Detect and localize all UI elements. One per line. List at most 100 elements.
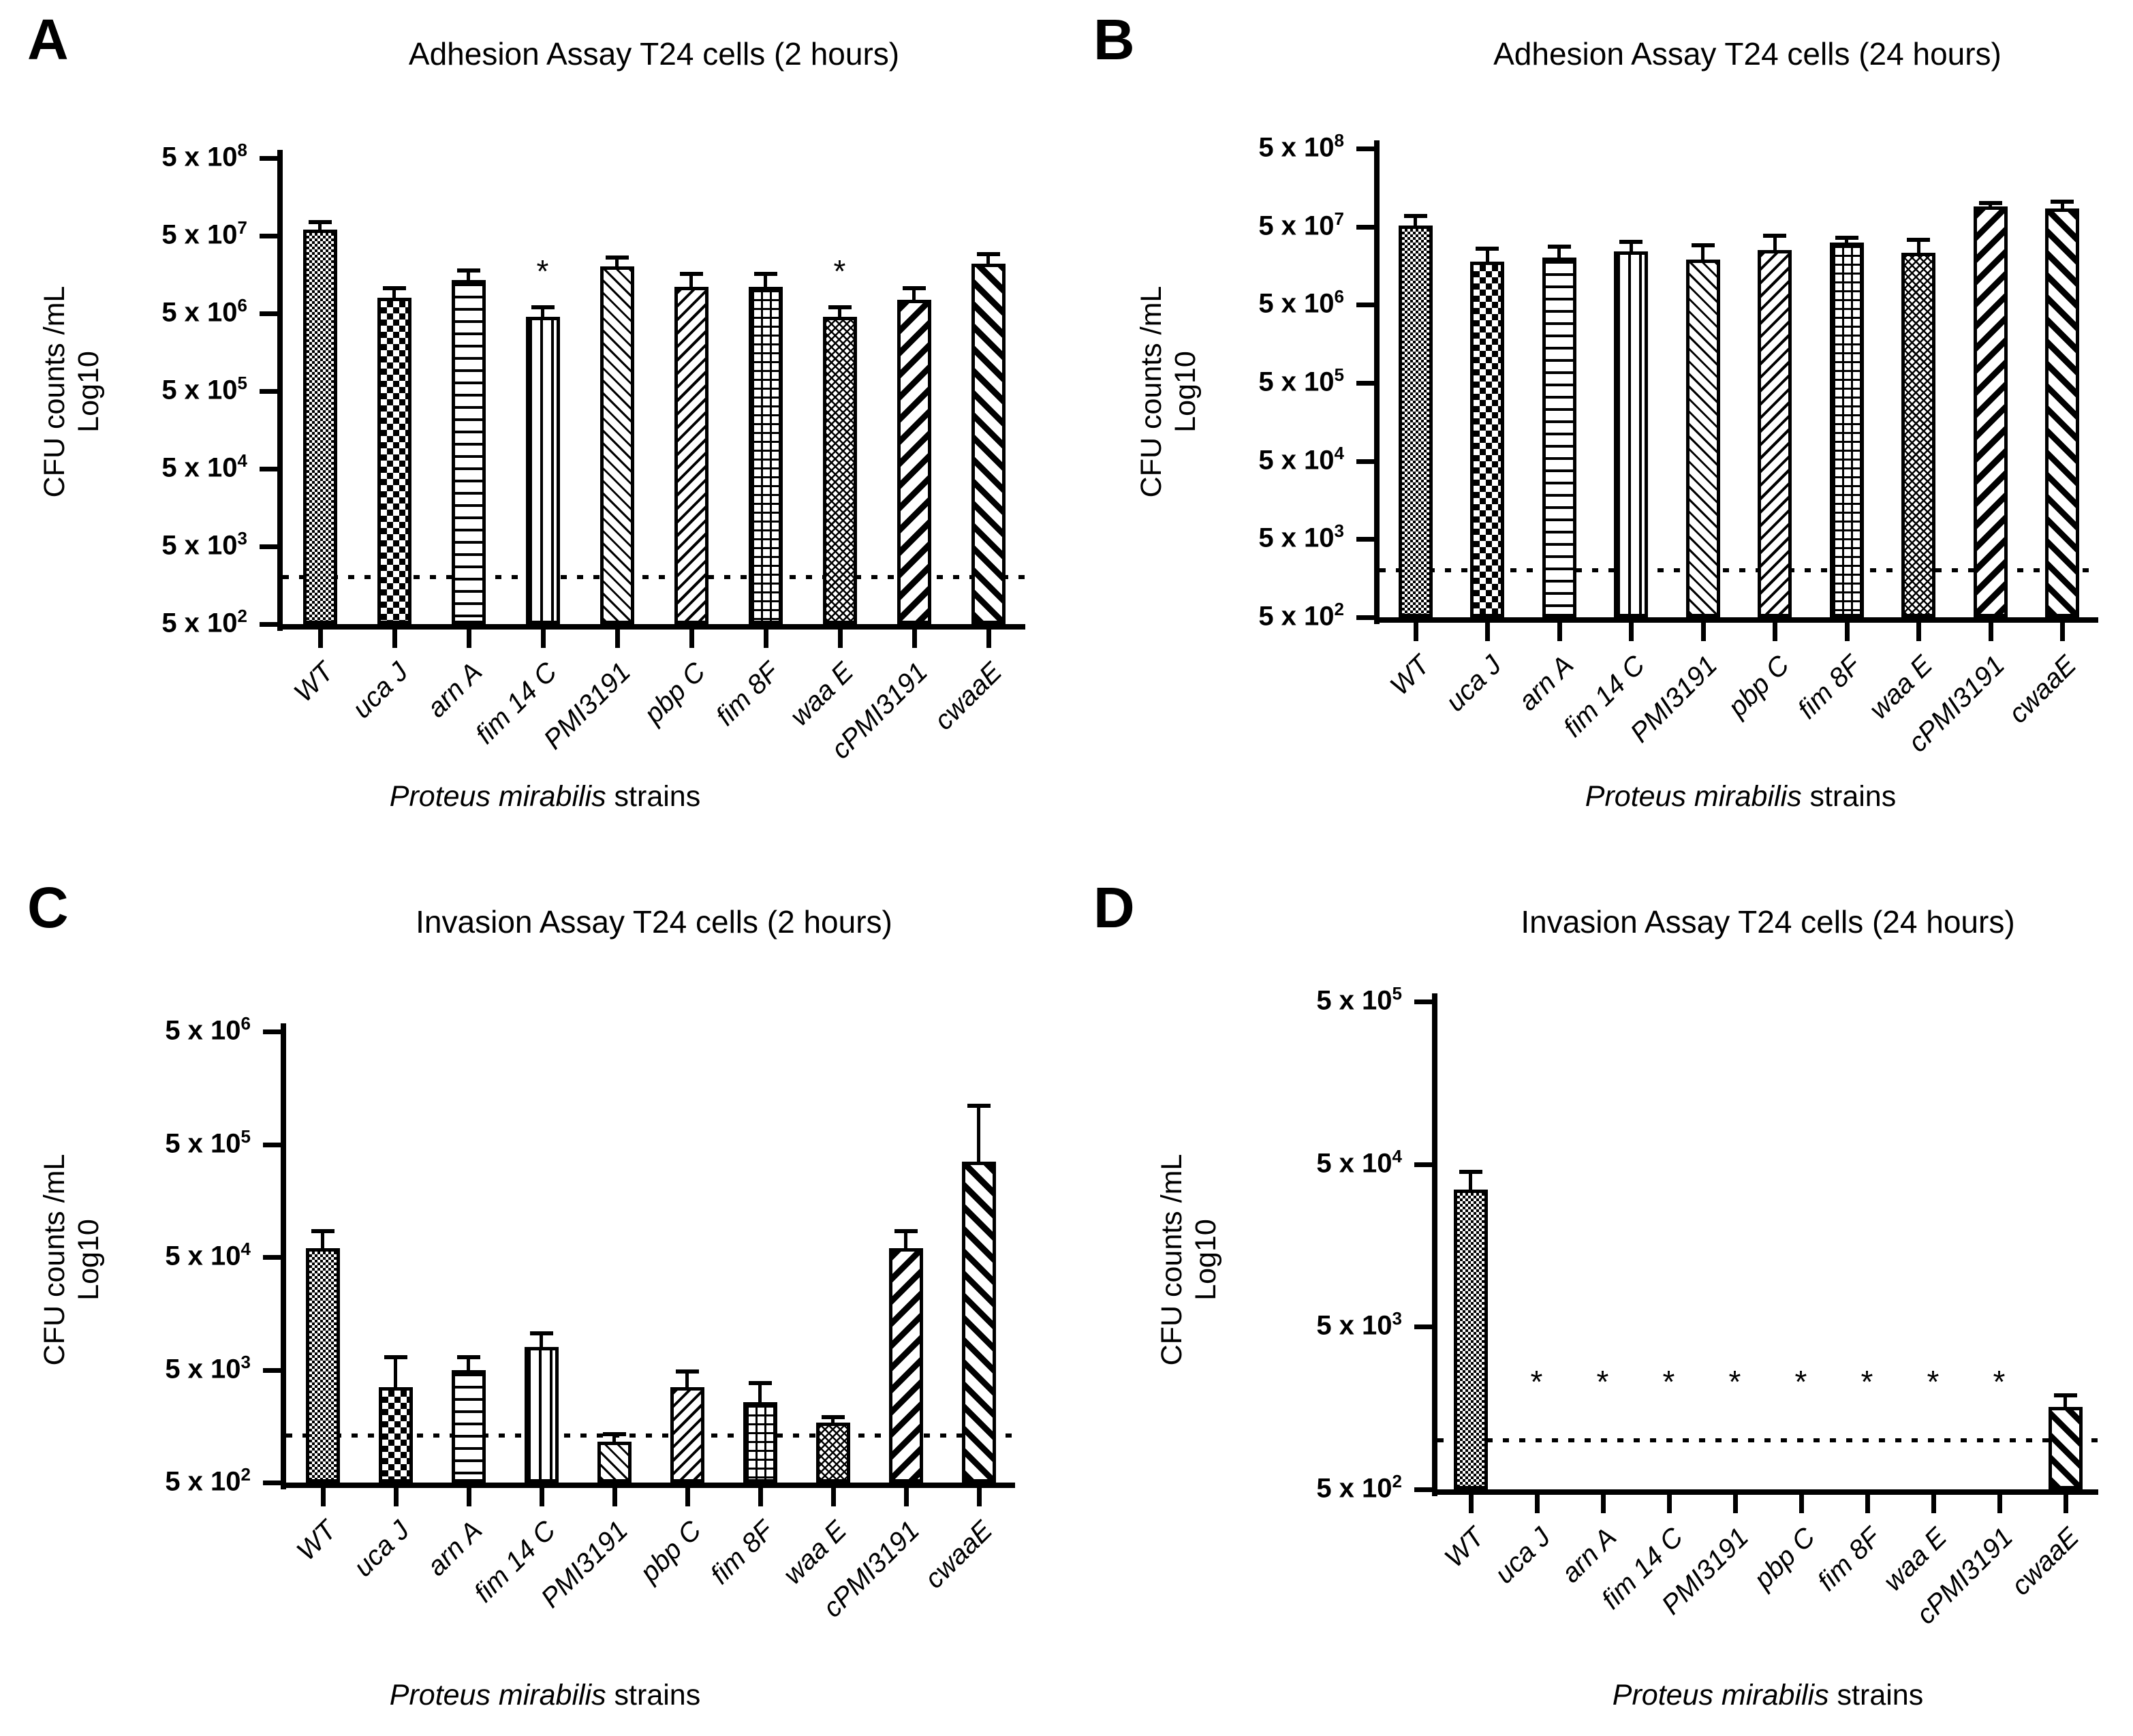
bar-fim-8F bbox=[748, 286, 783, 624]
significance-asterisk-cPMI3191: * bbox=[1993, 1364, 2006, 1399]
x-tick-mark bbox=[1732, 1495, 1738, 1513]
error-bar-stem-fim-14-C bbox=[1629, 241, 1633, 255]
y-tick-mark bbox=[1414, 1487, 1432, 1492]
bar-WT bbox=[305, 1247, 340, 1483]
bar-PMI3191 bbox=[600, 266, 634, 624]
error-bar-cap-uca-J bbox=[384, 1354, 407, 1359]
bar-WT bbox=[1398, 225, 1433, 617]
x-label-fim-8F: fim 8F bbox=[1811, 1522, 1887, 1597]
error-bar-cap-WT bbox=[311, 1228, 334, 1233]
error-bar-cap-fim-14-C bbox=[531, 305, 555, 309]
x-label-arn-A: arn A bbox=[421, 657, 488, 724]
x-tick-mark bbox=[1666, 1495, 1672, 1513]
y-tick-mark bbox=[260, 389, 277, 394]
bar-fim-14-C bbox=[525, 317, 560, 624]
error-bar-stem-uca-J bbox=[392, 288, 396, 300]
panel-D: D Invasion Assay T24 cells (24 hours) CF… bbox=[1066, 868, 2132, 1736]
plot-area-B: 5 x 108 5 x 107 5 x 106 5 x 105 5 x 104 5 x 1… bbox=[1066, 0, 2132, 868]
x-label-WT: WT bbox=[1439, 1522, 1491, 1574]
y-tick-label: 5 x 105 bbox=[165, 1126, 251, 1158]
y-tick-label: 5 x 105 bbox=[161, 373, 247, 405]
y-tick-label: 5 x 107 bbox=[161, 217, 247, 250]
error-bar-cap-pbp-C bbox=[1763, 234, 1787, 238]
y-tick-label: 5 x 105 bbox=[1258, 365, 1344, 397]
x-tick-mark bbox=[1916, 623, 1922, 641]
significance-asterisk-PMI3191: * bbox=[1728, 1364, 1741, 1399]
error-bar-cap-arn-A bbox=[456, 268, 480, 273]
x-label-WT: WT bbox=[291, 1515, 343, 1567]
error-bar-cap-cPMI3191 bbox=[902, 286, 926, 291]
error-bar-stem-waa-E bbox=[831, 1417, 835, 1426]
x-axis-label-rest: strains bbox=[1801, 780, 1897, 813]
chart-title-C: Invasion Assay T24 cells (2 hours) bbox=[416, 904, 892, 940]
error-bar-stem-PMI3191 bbox=[1701, 245, 1705, 262]
x-tick-mark bbox=[1799, 1495, 1804, 1513]
error-bar-cap-uca-J bbox=[382, 286, 406, 291]
plot-area-A: 5 x 108 5 x 107 5 x 106 5 x 105 5 x 104 5 x 1… bbox=[0, 0, 1066, 868]
x-tick-mark bbox=[1413, 623, 1418, 641]
y-tick-label: 5 x 108 bbox=[1258, 130, 1344, 163]
x-label-uca-J: uca J bbox=[347, 1515, 416, 1583]
bar-WT bbox=[302, 229, 337, 624]
error-bar-stem-fim-14-C bbox=[541, 307, 544, 320]
y-tick-label: 5 x 108 bbox=[161, 140, 247, 172]
bar-waa-E bbox=[822, 317, 857, 624]
y-tick-label: 5 x 103 bbox=[1316, 1308, 1402, 1341]
x-tick-mark bbox=[1485, 623, 1491, 641]
x-label-fim-8F: fim 8F bbox=[704, 1515, 780, 1590]
error-bar-cap-arn-A bbox=[456, 1354, 480, 1359]
error-bar-stem-cPMI3191 bbox=[904, 1230, 907, 1251]
bar-fim-14-C bbox=[524, 1346, 559, 1483]
x-tick-mark bbox=[830, 1488, 836, 1506]
y-tick-label: 5 x 103 bbox=[161, 528, 247, 561]
error-bar-cap-fim-14-C bbox=[1619, 239, 1643, 244]
error-bar-cap-WT bbox=[1459, 1169, 1482, 1174]
y-tick-mark bbox=[263, 1255, 281, 1260]
bar-fim-14-C bbox=[1614, 251, 1649, 617]
y-tick-mark bbox=[1414, 1324, 1432, 1330]
y-tick-label: 5 x 104 bbox=[161, 450, 247, 483]
y-tick-mark bbox=[1356, 459, 1374, 464]
y-tick-mark bbox=[260, 544, 277, 549]
y-tick-mark bbox=[263, 1481, 281, 1485]
significance-asterisk-waa-E: * bbox=[833, 253, 846, 289]
error-bar-stem-cPMI3191 bbox=[1989, 203, 1993, 210]
x-tick-mark bbox=[903, 1488, 909, 1506]
y-tick-mark bbox=[260, 622, 277, 627]
x-tick-mark bbox=[1629, 623, 1634, 641]
error-bar-cap-waa-E bbox=[821, 1415, 845, 1420]
x-label-WT: WT bbox=[288, 657, 340, 709]
error-bar-cap-fim-8F bbox=[753, 272, 777, 277]
error-bar-stem-WT bbox=[1414, 216, 1418, 228]
x-label-fim-8F: fim 8F bbox=[710, 657, 785, 732]
threshold-line bbox=[1380, 568, 2098, 572]
y-tick-mark bbox=[1414, 999, 1432, 1004]
plot-area-D: 5 x 105 5 x 104 5 x 103 5 x 102 WT uca J * arn … bbox=[1066, 868, 2132, 1736]
x-axis-label-rest: strains bbox=[1828, 1679, 1924, 1711]
error-bar-stem-pbp-C bbox=[1773, 236, 1777, 253]
x-label-cwaaE: cwaaE bbox=[919, 1515, 999, 1595]
y-tick-label: 5 x 102 bbox=[165, 1464, 251, 1497]
threshold-line bbox=[283, 575, 1025, 580]
bar-waa-E bbox=[815, 1423, 850, 1483]
error-bar-stem-uca-J bbox=[1485, 249, 1489, 264]
y-axis-line bbox=[281, 1023, 286, 1489]
y-tick-mark bbox=[260, 156, 277, 161]
error-bar-stem-cwaaE bbox=[2064, 1395, 2067, 1410]
y-tick-label: 5 x 104 bbox=[165, 1239, 251, 1271]
x-label-pbp-C: pbp C bbox=[1748, 1522, 1821, 1595]
bar-fim-8F bbox=[1829, 243, 1864, 617]
error-bar-cap-cPMI3191 bbox=[1978, 201, 2002, 206]
y-tick-label: 5 x 102 bbox=[1316, 1471, 1402, 1504]
error-bar-cap-fim-8F bbox=[748, 1381, 772, 1386]
y-tick-label: 5 x 106 bbox=[161, 295, 247, 328]
significance-asterisk-fim-14-C: * bbox=[1662, 1364, 1675, 1399]
y-tick-mark bbox=[1356, 381, 1374, 386]
bar-PMI3191 bbox=[1685, 259, 1720, 617]
bar-cPMI3191 bbox=[888, 1247, 923, 1483]
error-bar-stem-arn-A bbox=[467, 1357, 470, 1373]
panel-letter-D: D bbox=[1093, 875, 1135, 940]
x-tick-mark bbox=[1931, 1495, 1936, 1513]
x-tick-mark bbox=[1997, 1495, 2002, 1513]
